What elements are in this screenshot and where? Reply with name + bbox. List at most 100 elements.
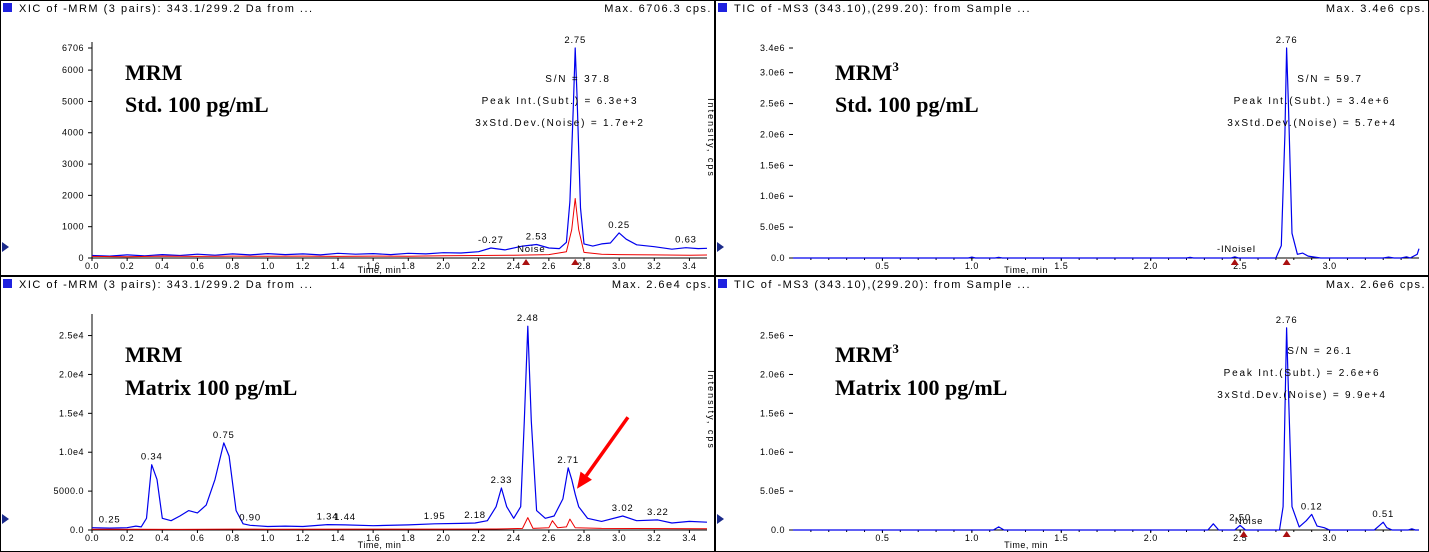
trace-secondary — [91, 198, 708, 258]
trace-secondary — [91, 517, 708, 530]
chart-title: TIC of -MS3 (343.10),(299.20): from Samp… — [734, 279, 1031, 291]
x-tick-label: 2.2 — [472, 261, 486, 271]
y-tick-label: 2000 — [62, 190, 84, 200]
y-axis-label: Intensity, cps — [706, 370, 716, 450]
y-tick-label: 2.5e4 — [59, 331, 84, 341]
sn-ratio-label: S/N = 37.8 — [545, 74, 611, 85]
x-tick-label: 0.6 — [190, 261, 204, 271]
x-tick-label: 3.2 — [647, 533, 661, 543]
x-tick-label: 1.5 — [1054, 261, 1068, 271]
noise-label: Noise — [517, 244, 545, 255]
peak-label: 2.53 — [526, 232, 548, 243]
panel-4: TIC of -MS3 (343.10),(299.20): from Samp… — [715, 276, 1429, 552]
noise-stddev-label: 3xStd.Dev.(Noise) = 1.7e+2 — [475, 118, 644, 129]
noise-markers — [1239, 531, 1291, 537]
sn-ratio-label: S/N = 59.7 — [1297, 74, 1363, 85]
peak-labels: 2.76 2.50 0.12 0.51 — [1229, 315, 1393, 524]
x-tick-label: 2.8 — [577, 261, 591, 271]
sample-label: Matrix 100 pg/mL — [125, 375, 297, 400]
x-tick-label: 2.4 — [507, 261, 521, 271]
peak-label: -0.27 — [478, 235, 504, 246]
x-tick-label: 0.2 — [120, 261, 134, 271]
x-tick-label: 0.4 — [155, 533, 169, 543]
x-tick-label: 0.0 — [85, 533, 99, 543]
peak-intensity-label: Peak Int.(Subt.) = 3.4e+6 — [1234, 96, 1391, 107]
y-tick-label: 2.0e4 — [59, 369, 84, 379]
chart-title: XIC of -MRM (3 pairs): 343.1/299.2 Da fr… — [19, 279, 314, 291]
x-tick-label: 1.2 — [296, 261, 310, 271]
x-axis-label: Time, min — [358, 540, 402, 550]
x-tick-label: 1.0 — [261, 533, 275, 543]
header-square-icon — [3, 3, 12, 12]
y-ticks: 0 1000 2000 3000 4000 5000 6000 6706 — [62, 43, 92, 263]
max-intensity-label: Max. 3.4e6 cps. — [1326, 3, 1426, 15]
y-ticks: 0.0 5.0e5 1.0e6 1.5e6 2.0e6 2.5e6 3.0e6 3.4e6 — [760, 43, 793, 263]
x-tick-label: 0.8 — [226, 533, 240, 543]
x-tick-label: 2.0 — [1144, 533, 1158, 543]
x-tick-label: 2.6 — [542, 533, 556, 543]
sample-label: Std. 100 pg/mL — [835, 92, 979, 117]
header-square-icon — [3, 279, 12, 288]
peak-label: 0.75 — [213, 430, 235, 441]
panel-border — [715, 0, 1429, 276]
x-tick-label: 0.0 — [85, 261, 99, 271]
chart-title: TIC of -MS3 (343.10),(299.20): from Samp… — [734, 3, 1031, 15]
x-tick-label: 0.2 — [120, 533, 134, 543]
x-tick-label: 2.5 — [1233, 533, 1247, 543]
peak-label: 2.33 — [491, 475, 513, 486]
y-tick-label: 0 — [78, 253, 84, 263]
max-intensity-label: Max. 6706.3 cps. — [604, 3, 712, 15]
x-tick-label: 2.0 — [436, 533, 450, 543]
x-tick-label: 1.0 — [965, 533, 979, 543]
x-tick-label: 1.6 — [366, 261, 380, 271]
chart-title: XIC of -MRM (3 pairs): 343.1/299.2 Da fr… — [19, 3, 314, 15]
axis-start-marker-icon — [717, 514, 724, 524]
noise-marker-icon — [571, 259, 580, 265]
trace-primary — [793, 47, 1420, 259]
y-ticks: 0.0 5.0e5 1.0e6 1.5e6 2.0e6 2.5e6 — [760, 331, 793, 535]
peak-label: 2.76 — [1276, 35, 1298, 46]
x-tick-label: 2.5 — [1233, 261, 1247, 271]
y-ticks: 0.0 5000.0 1.0e4 1.5e4 2.0e4 2.5e4 — [53, 331, 92, 535]
x-ticks: 0.5 1.0 1.5 2.0 2.5 3.0 — [810, 530, 1402, 543]
x-axis-label: Time, min — [1004, 265, 1048, 275]
y-tick-label: 5000 — [62, 96, 84, 106]
y-tick-label: 1.0e6 — [760, 191, 785, 201]
y-tick-label: 6706 — [62, 43, 84, 53]
y-tick-label: 5.0e5 — [760, 222, 785, 232]
sample-label: Std. 100 pg/mL — [125, 92, 269, 117]
x-tick-label: 1.6 — [366, 533, 380, 543]
x-tick-label: 2.4 — [507, 533, 521, 543]
method-label: MRM3 — [835, 59, 899, 85]
y-tick-label: 5000.0 — [53, 486, 84, 496]
method-label: MRM — [125, 342, 183, 367]
x-tick-label: 3.0 — [612, 533, 626, 543]
panel-2: TIC of -MS3 (343.10),(299.20): from Samp… — [715, 0, 1429, 276]
method-label: MRM3 — [835, 341, 899, 367]
panel-1: XIC of -MRM (3 pairs): 343.1/299.2 Da fr… — [0, 0, 716, 276]
y-tick-label: 1.5e6 — [760, 160, 785, 170]
x-tick-label: 3.2 — [647, 261, 661, 271]
sample-label: Matrix 100 pg/mL — [835, 375, 1007, 400]
x-tick-label: 2.0 — [1144, 261, 1158, 271]
peak-labels: 2.76 — [1276, 35, 1298, 46]
x-tick-label: 0.6 — [190, 533, 204, 543]
noise-label: Noise — [1235, 516, 1263, 527]
peak-labels: 2.75 -0.27 2.53 0.25 0.63 — [478, 35, 697, 246]
x-ticks: 0.0 0.2 0.4 0.6 0.8 1.0 1.2 1.4 1.6 1.8 2.0 2.2 2.4 2… — [85, 530, 696, 543]
axis-start-marker-icon — [2, 242, 9, 252]
peak-label: 1.44 — [334, 512, 356, 523]
x-axis-label: Time, min — [358, 265, 402, 275]
x-tick-label: 3.0 — [1323, 261, 1337, 271]
peak-label: 0.25 — [99, 515, 121, 526]
peak-labels: 0.34 0.75 0.25 0.90 1.341.44 1.95 2.18 2.33 2.48… — [99, 313, 668, 526]
y-tick-label: 1000 — [62, 222, 84, 232]
x-tick-label: 2.2 — [472, 533, 486, 543]
peak-label: 0.63 — [675, 235, 697, 246]
x-tick-label: 1.0 — [965, 261, 979, 271]
noise-marker-icon — [522, 259, 531, 265]
method-label: MRM — [125, 60, 183, 85]
panel-border — [0, 276, 715, 552]
noise-marker-icon — [1282, 531, 1291, 537]
